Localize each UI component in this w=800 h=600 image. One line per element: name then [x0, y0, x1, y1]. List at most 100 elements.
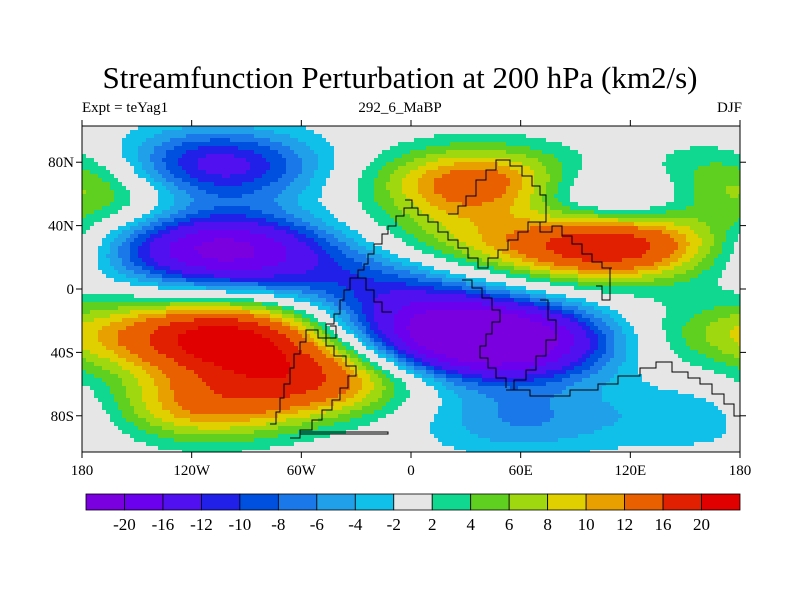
field-cell	[162, 226, 167, 231]
field-cell	[126, 126, 131, 131]
field-cell	[282, 202, 287, 207]
field-cell	[230, 350, 235, 355]
field-cell	[234, 438, 239, 443]
field-cell	[302, 126, 307, 131]
field-cell	[86, 158, 91, 163]
field-cell	[110, 346, 115, 351]
field-cell	[226, 150, 231, 155]
field-cell	[198, 354, 203, 359]
field-cell	[146, 230, 151, 235]
field-cell	[194, 146, 199, 151]
field-cell	[178, 250, 183, 255]
field-cell	[274, 310, 279, 315]
field-cell	[282, 166, 287, 171]
field-cell	[306, 334, 311, 339]
field-cell	[278, 270, 283, 275]
field-cell	[158, 394, 163, 399]
field-cell	[294, 418, 299, 423]
field-cell	[250, 338, 255, 343]
field-cell	[222, 434, 227, 439]
field-cell	[294, 426, 299, 431]
field-cell	[186, 242, 191, 247]
field-cell	[230, 298, 235, 303]
field-cell	[282, 334, 287, 339]
field-cell	[98, 186, 103, 191]
field-cell	[206, 274, 211, 279]
field-cell	[218, 386, 223, 391]
field-cell	[318, 302, 323, 307]
field-cell	[202, 402, 207, 407]
field-cell	[146, 226, 151, 231]
field-cell	[274, 386, 279, 391]
field-cell	[114, 446, 119, 451]
field-cell	[98, 282, 103, 287]
field-cell	[298, 142, 303, 147]
field-cell	[162, 278, 167, 283]
season-label: DJF	[716, 100, 742, 116]
field-cell	[250, 390, 255, 395]
field-cell	[226, 430, 231, 435]
field-cell	[218, 262, 223, 267]
field-cell	[190, 430, 195, 435]
field-cell	[106, 326, 111, 331]
field-cell	[318, 270, 323, 275]
field-cell	[246, 430, 251, 435]
field-cell	[230, 286, 235, 291]
field-cell	[278, 202, 283, 207]
field-cell	[182, 426, 187, 431]
field-cell	[186, 390, 191, 395]
field-cell	[266, 246, 271, 251]
field-cell	[282, 402, 287, 407]
field-cell	[282, 398, 287, 403]
field-cell	[266, 162, 271, 167]
field-cell	[250, 374, 255, 379]
field-cell	[222, 366, 227, 371]
field-cell	[310, 298, 315, 303]
field-cell	[86, 198, 91, 203]
field-cell	[178, 178, 183, 183]
field-cell	[106, 358, 111, 363]
field-cell	[306, 402, 311, 407]
field-cell	[210, 258, 215, 263]
field-cell	[238, 218, 243, 223]
field-cell	[318, 242, 323, 247]
field-cell	[90, 166, 95, 171]
field-cell	[102, 346, 107, 351]
field-cell	[162, 282, 167, 287]
field-cell	[210, 430, 215, 435]
field-cell	[210, 150, 215, 155]
field-cell	[218, 182, 223, 187]
field-cell	[234, 314, 239, 319]
field-cell	[202, 442, 207, 447]
field-cell	[314, 310, 319, 315]
field-cell	[246, 290, 251, 295]
field-cell	[138, 358, 143, 363]
field-cell	[186, 218, 191, 223]
field-cell	[278, 382, 283, 387]
field-cell	[182, 222, 187, 227]
field-cell	[250, 190, 255, 195]
field-cell	[138, 238, 143, 243]
field-cell	[114, 318, 119, 323]
field-cell	[110, 134, 115, 139]
field-cell	[266, 334, 271, 339]
field-cell	[298, 386, 303, 391]
field-cell	[250, 430, 255, 435]
field-cell	[290, 410, 295, 415]
field-cell	[170, 354, 175, 359]
field-cell	[158, 166, 163, 171]
field-cell	[154, 326, 159, 331]
field-cell	[270, 346, 275, 351]
field-cell	[194, 386, 199, 391]
field-cell	[186, 406, 191, 411]
field-cell	[262, 174, 267, 179]
field-cell	[114, 306, 119, 311]
field-cell	[134, 394, 139, 399]
field-cell	[146, 334, 151, 339]
field-cell	[298, 134, 303, 139]
field-cell	[142, 138, 147, 143]
field-cell	[122, 206, 127, 211]
field-cell	[238, 358, 243, 363]
field-cell	[238, 374, 243, 379]
